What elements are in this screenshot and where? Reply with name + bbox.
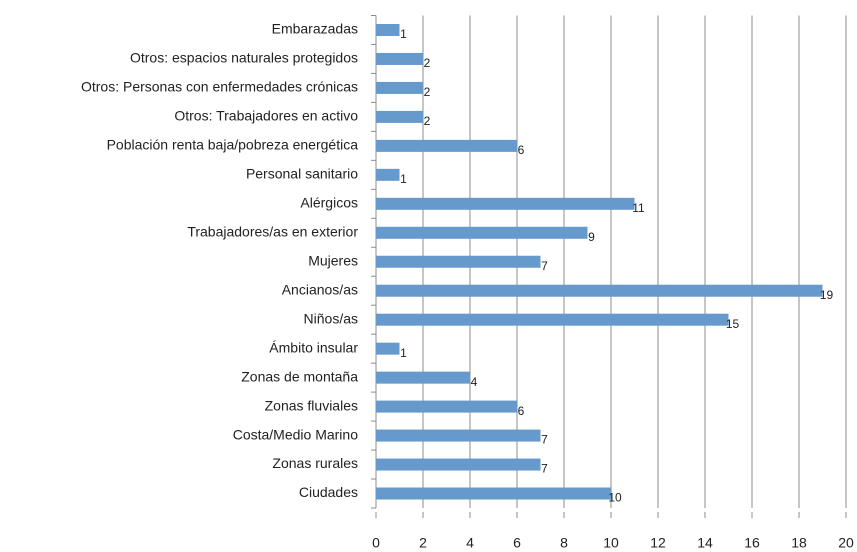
y-tick-label: Otros: espacios naturales protegidos bbox=[130, 50, 358, 66]
y-tick-label: Otros: Trabajadores en activo bbox=[174, 108, 358, 124]
x-tick-label: 20 bbox=[838, 535, 854, 551]
data-label: 7 bbox=[541, 433, 548, 447]
data-label: 2 bbox=[424, 85, 431, 99]
y-tick-label: Ancianos/as bbox=[282, 281, 358, 297]
bar bbox=[376, 197, 635, 210]
x-tick-label: 10 bbox=[603, 535, 619, 551]
y-tick-label: Zonas de montaña bbox=[241, 368, 358, 384]
data-label: 6 bbox=[518, 404, 525, 418]
bar bbox=[376, 342, 400, 355]
y-tick-label: Costa/Medio Marino bbox=[233, 426, 358, 442]
data-label: 19 bbox=[820, 288, 834, 302]
data-label: 15 bbox=[726, 317, 740, 331]
data-label: 4 bbox=[471, 375, 478, 389]
bar bbox=[376, 429, 541, 442]
y-tick-label: Ciudades bbox=[299, 484, 358, 500]
x-tick-label: 14 bbox=[697, 535, 713, 551]
data-label: 10 bbox=[608, 491, 622, 505]
bar bbox=[376, 110, 423, 123]
data-label: 1 bbox=[400, 346, 407, 360]
x-tick-label: 4 bbox=[466, 535, 474, 551]
bar bbox=[376, 226, 588, 239]
x-tick-label: 2 bbox=[419, 535, 427, 551]
bar bbox=[376, 458, 541, 471]
bar bbox=[376, 139, 517, 152]
y-tick-label: Personal sanitario bbox=[246, 166, 358, 182]
y-tick-label: Zonas rurales bbox=[272, 455, 358, 471]
bar bbox=[376, 52, 423, 65]
y-tick-label: Embarazadas bbox=[272, 21, 358, 37]
bar bbox=[376, 313, 729, 326]
x-tick-label: 6 bbox=[513, 535, 521, 551]
data-label: 2 bbox=[424, 56, 431, 70]
x-tick-label: 16 bbox=[744, 535, 760, 551]
y-tick-label: Población renta baja/pobreza energética bbox=[107, 137, 359, 153]
bar bbox=[376, 23, 400, 36]
data-label: 1 bbox=[400, 27, 407, 41]
bar bbox=[376, 255, 541, 268]
x-tick-label: 12 bbox=[650, 535, 666, 551]
x-tick-label: 18 bbox=[791, 535, 807, 551]
x-tick-label: 8 bbox=[560, 535, 568, 551]
data-label: 1 bbox=[400, 172, 407, 186]
y-tick-label: Otros: Personas con enfermedades crónica… bbox=[81, 79, 358, 95]
bar bbox=[376, 284, 823, 297]
bar bbox=[376, 400, 517, 413]
bar bbox=[376, 487, 611, 500]
y-tick-label: Niños/as bbox=[304, 310, 358, 326]
data-label: 2 bbox=[424, 114, 431, 128]
data-label: 11 bbox=[632, 201, 645, 215]
bar bbox=[376, 168, 400, 181]
y-tick-label: Alérgicos bbox=[300, 195, 358, 211]
data-label: 7 bbox=[541, 462, 548, 476]
y-tick-label: Trabajadores/as en exterior bbox=[187, 223, 358, 239]
y-tick-label: Ámbito insular bbox=[269, 339, 358, 355]
y-tick-label: Zonas fluviales bbox=[265, 397, 358, 413]
bar bbox=[376, 81, 423, 94]
bar bbox=[376, 371, 470, 384]
data-label: 7 bbox=[541, 259, 548, 273]
data-label: 9 bbox=[588, 230, 595, 244]
data-label: 6 bbox=[518, 143, 525, 157]
x-tick-label: 0 bbox=[372, 535, 380, 551]
y-tick-label: Mujeres bbox=[308, 252, 358, 268]
